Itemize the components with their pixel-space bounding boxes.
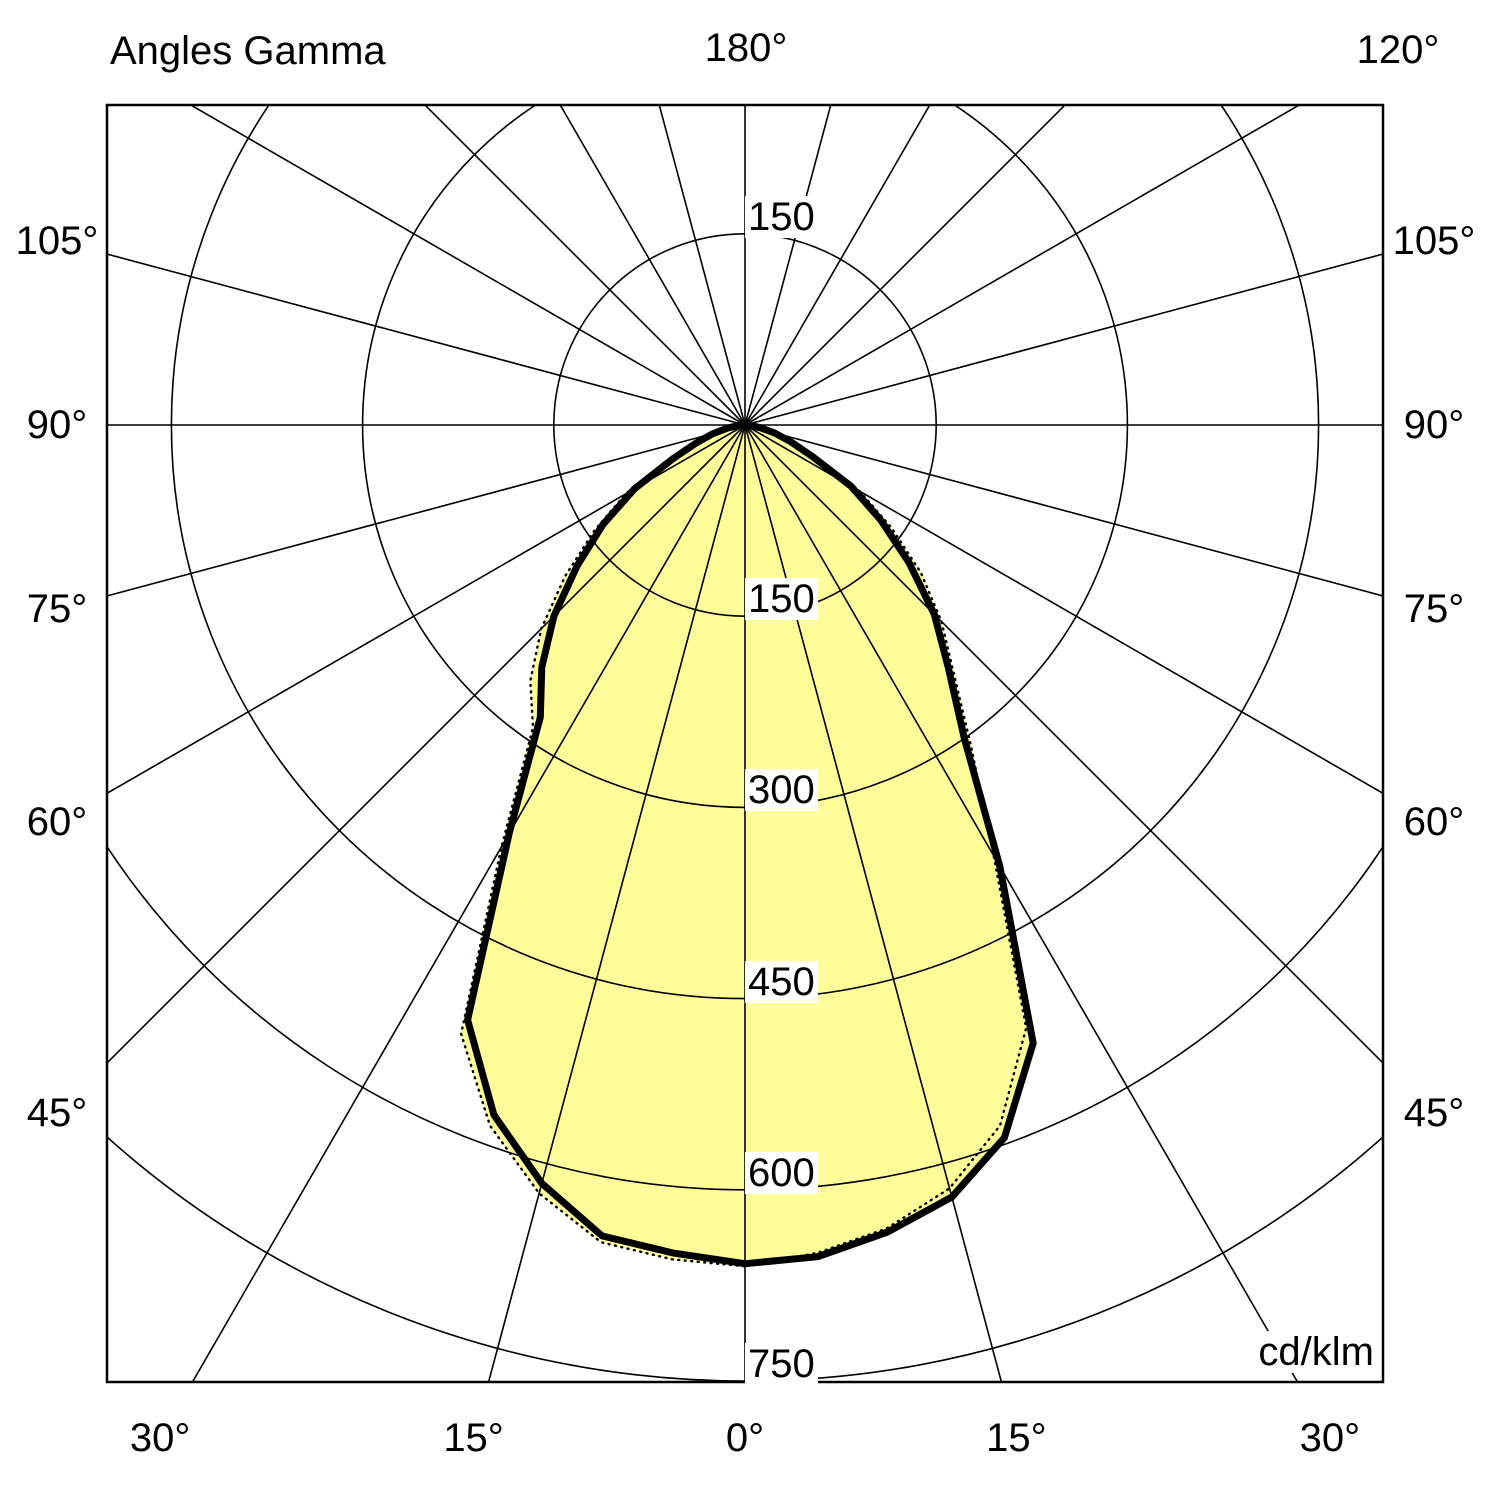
beam-fill	[461, 425, 1034, 1267]
top-angle-label-120: 120°	[1356, 28, 1440, 72]
top-angle-label-180: 180°	[704, 26, 788, 70]
chart-title: Angles Gamma	[110, 29, 386, 73]
solid-curve	[464, 421, 1037, 1268]
unit-label: cd/klm	[1255, 1331, 1377, 1373]
